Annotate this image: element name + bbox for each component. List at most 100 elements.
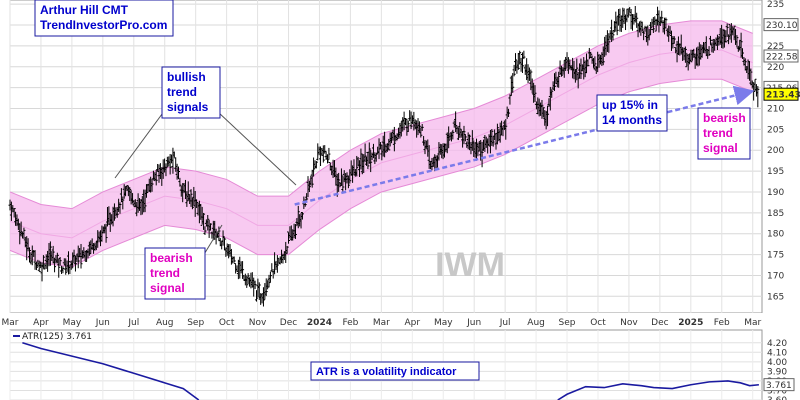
price-bar (735, 35, 739, 48)
atr-legend-text: ATR(125) 3.761 (22, 332, 92, 342)
price-bar (178, 177, 182, 187)
annotation-bearish-right-line: trend (703, 126, 733, 140)
price-bar (348, 169, 352, 184)
price-bar (743, 58, 747, 71)
annotation-bullish-box (161, 66, 221, 119)
price-bar (491, 136, 495, 147)
price-bar (522, 50, 526, 60)
bollinger-upper (9, 20, 753, 210)
price-tick-label: 175 (767, 251, 784, 261)
price-bar (707, 46, 711, 56)
atr-line-segment-0 (22, 342, 200, 400)
annotation-bearish-right-line: signal (703, 141, 738, 155)
price-bar (363, 143, 367, 163)
price-bar (672, 36, 676, 44)
x-tick-label: Mar (744, 318, 761, 328)
bullish-leader-right (217, 111, 297, 186)
atr-last-label: 3.761 (763, 378, 795, 392)
x-tick-label: Sep (187, 318, 204, 328)
annotation-bearish-right-box (697, 107, 751, 160)
price-bar (660, 10, 664, 24)
x-tick-label: Sep (559, 318, 576, 328)
price-bar (27, 247, 31, 263)
price-tick-label: 220 (767, 63, 784, 73)
price-bar (557, 71, 561, 88)
x-tick-label: May (434, 318, 453, 328)
price-bar (12, 208, 16, 218)
x-tick-label: May (63, 318, 82, 328)
price-label-text: 222.58 (766, 53, 798, 63)
price-bar (37, 260, 41, 273)
price-bar (420, 123, 424, 131)
price-tick-label: 235 (767, 0, 784, 10)
price-bar (664, 17, 668, 29)
price-bar (540, 99, 544, 119)
price-tick-label: 205 (767, 125, 784, 135)
x-tick-label: Apr (33, 318, 49, 328)
price-bar (41, 255, 45, 269)
x-tick-label: Feb (342, 318, 358, 328)
price-bar (202, 212, 206, 230)
price-bar (209, 223, 213, 231)
price-bar (463, 133, 467, 142)
price-bar (550, 89, 554, 98)
price-bar (327, 147, 331, 161)
bollinger-lower (9, 78, 753, 268)
price-bar (541, 107, 545, 118)
price-bar (615, 16, 619, 36)
price-bar (419, 127, 423, 138)
annotation-up15-line: up 15% in (602, 98, 658, 112)
price-bar (300, 212, 304, 220)
price-bar (222, 237, 226, 251)
price-bar (296, 205, 300, 229)
price-bar (307, 180, 311, 192)
price-bar (649, 21, 653, 35)
price-tick-label: 170 (767, 271, 784, 281)
price-bar (168, 154, 172, 175)
price-bar (312, 157, 316, 177)
price-bar (409, 111, 413, 130)
x-tick-label: 2025 (678, 318, 703, 328)
price-bar (61, 266, 65, 274)
price-bar (586, 59, 590, 67)
x-tick-label: Jun (95, 318, 110, 328)
price-bar (507, 108, 511, 118)
price-bar (579, 58, 583, 80)
price-label-text: 213.43 (766, 91, 800, 101)
annotation-bearish-left-line: bearish (150, 251, 193, 265)
price-bar (177, 166, 181, 180)
price-bar (756, 86, 760, 108)
price-bar (76, 245, 80, 269)
x-tick-label: Aug (156, 318, 174, 328)
price-bar (626, 9, 630, 18)
price-bar (164, 163, 168, 177)
price-bar (589, 51, 593, 59)
atr-tick-label: 3.60 (767, 396, 787, 400)
annotation-up15-box (596, 94, 668, 132)
atr-tick-label: 4.20 (767, 339, 787, 349)
price-bar (261, 287, 265, 307)
price-bar (367, 142, 371, 164)
x-tick-label: 2024 (307, 318, 332, 328)
price-bar (341, 176, 345, 194)
price-tick-label: 185 (767, 209, 784, 219)
x-axis-strip (0, 313, 800, 330)
price-bar (642, 30, 646, 41)
price-label-230-10: 230.10 (763, 18, 799, 32)
atr-legend: ATR(125) 3.761 (13, 332, 92, 342)
price-bar (611, 30, 615, 41)
x-tick-label: Mar (373, 318, 390, 328)
annotation-bearish-left-line: signal (150, 281, 185, 295)
atr-annotation: ATR is a volatility indicator (310, 361, 480, 381)
price-tick-label: 190 (767, 188, 784, 198)
price-bar (58, 257, 62, 266)
price-y-axis: 1651701751801851901952002052102152202252… (767, 0, 784, 302)
price-tick-label: 210 (767, 105, 784, 115)
credit-box-box (34, 0, 174, 37)
atr-tick-label: 3.70 (767, 386, 787, 396)
price-bar (254, 290, 258, 302)
